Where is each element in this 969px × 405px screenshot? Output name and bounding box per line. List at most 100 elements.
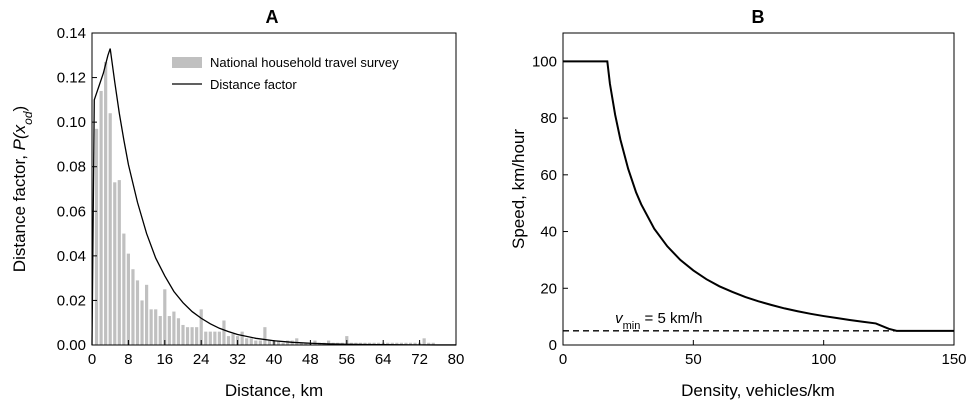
x-tick-label: 50 bbox=[685, 351, 702, 368]
survey-bar bbox=[167, 316, 171, 345]
survey-bar bbox=[249, 338, 253, 345]
survey-bar bbox=[377, 342, 381, 345]
y-tick-label: 0.14 bbox=[57, 25, 86, 42]
survey-bar bbox=[258, 340, 262, 345]
x-tick-label: 72 bbox=[411, 351, 428, 368]
x-tick-label: 8 bbox=[124, 351, 132, 368]
survey-bar bbox=[172, 311, 176, 345]
x-tick-label: 64 bbox=[375, 351, 392, 368]
y-tick-label: 0.00 bbox=[57, 337, 86, 354]
legend-swatch-survey bbox=[172, 57, 202, 68]
speed-density-line bbox=[563, 60, 954, 332]
survey-bar bbox=[213, 331, 217, 345]
survey-bar bbox=[154, 309, 158, 345]
panel-b-xlabel: Density, vehicles/km bbox=[681, 381, 835, 400]
survey-bar bbox=[276, 340, 281, 345]
survey-bar bbox=[390, 342, 394, 345]
x-tick-label: 56 bbox=[338, 351, 355, 368]
panel-a-legend: National household travel survey Distanc… bbox=[172, 55, 399, 92]
y-tick-label: 0.06 bbox=[57, 203, 86, 220]
y-tick-label: 20 bbox=[540, 280, 557, 297]
distance-factor-line bbox=[91, 48, 457, 346]
survey-bar bbox=[163, 289, 167, 345]
y-tick-label: 0.02 bbox=[57, 292, 86, 309]
survey-bar bbox=[286, 340, 290, 345]
panel-b-ylabel: Speed, km/hour bbox=[509, 129, 528, 249]
survey-bar bbox=[427, 342, 431, 345]
survey-bar bbox=[386, 342, 390, 345]
survey-bar bbox=[226, 336, 231, 345]
survey-bar bbox=[267, 340, 272, 345]
survey-bar bbox=[149, 309, 153, 345]
panel-a-xlabel: Distance, km bbox=[225, 381, 323, 400]
survey-bar bbox=[158, 316, 162, 345]
y-tick-label: 0.04 bbox=[57, 248, 86, 265]
x-tick-label: 150 bbox=[941, 351, 966, 368]
panel-a-ylabel: Distance factor, P(xod) bbox=[10, 106, 35, 272]
y-tick-label: 60 bbox=[540, 167, 557, 184]
survey-bar bbox=[104, 61, 108, 345]
survey-bar bbox=[263, 327, 267, 345]
vmin-annotation: vmin = 5 km/h bbox=[615, 310, 702, 332]
survey-bar bbox=[363, 342, 367, 345]
survey-bar bbox=[208, 331, 212, 345]
x-tick-label: 0 bbox=[88, 351, 96, 368]
survey-bar bbox=[117, 180, 121, 345]
survey-bar bbox=[327, 340, 331, 345]
survey-bar bbox=[131, 269, 135, 345]
legend-label-distance-factor: Distance factor bbox=[210, 77, 297, 92]
survey-bar bbox=[176, 318, 181, 345]
survey-bar bbox=[145, 284, 149, 345]
legend-label-survey: National household travel survey bbox=[210, 55, 399, 70]
survey-bar bbox=[281, 342, 285, 345]
survey-bar bbox=[108, 113, 112, 345]
panel-a-ticks: 0 8 16 24 32 40 48 56 64 72 80 0.00 0.02 0.04 0.06 0.08… bbox=[57, 25, 465, 368]
panel-a: A 0 8 16 24 32 40 48 56 64 72 80 0.00 0.02 0.04 0.06 0.… bbox=[10, 7, 464, 400]
survey-bar bbox=[404, 342, 408, 345]
survey-bar bbox=[245, 338, 249, 345]
panel-a-frame bbox=[91, 32, 457, 346]
survey-bar bbox=[240, 331, 244, 345]
survey-bar bbox=[295, 338, 299, 345]
x-tick-label: 0 bbox=[559, 351, 567, 368]
x-tick-label: 80 bbox=[448, 351, 465, 368]
y-tick-label: 100 bbox=[532, 53, 557, 70]
x-tick-label: 32 bbox=[229, 351, 246, 368]
panel-b-title: B bbox=[752, 7, 765, 27]
survey-bar bbox=[140, 300, 144, 345]
survey-bar bbox=[195, 327, 199, 345]
survey-bar bbox=[190, 327, 194, 345]
survey-bar bbox=[222, 320, 226, 345]
survey-bar bbox=[372, 342, 376, 345]
y-tick-label: 80 bbox=[540, 110, 557, 127]
survey-bar bbox=[217, 331, 221, 345]
survey-bar bbox=[126, 253, 130, 345]
survey-bar bbox=[113, 182, 117, 345]
x-tick-label: 40 bbox=[266, 351, 283, 368]
survey-bar bbox=[304, 342, 308, 345]
panel-b-frame bbox=[562, 32, 955, 346]
survey-bar bbox=[199, 309, 203, 345]
y-tick-label: 0 bbox=[549, 337, 557, 354]
survey-bar bbox=[99, 90, 103, 345]
y-tick-label: 0.10 bbox=[57, 114, 86, 131]
panel-a-bars bbox=[94, 61, 435, 345]
y-tick-label: 0.12 bbox=[57, 70, 86, 87]
x-tick-label: 24 bbox=[193, 351, 210, 368]
survey-bar bbox=[185, 327, 190, 345]
survey-bar bbox=[135, 280, 140, 345]
y-tick-label: 40 bbox=[540, 224, 557, 241]
panel-a-title: A bbox=[266, 7, 279, 27]
survey-bar bbox=[94, 128, 99, 345]
survey-bar bbox=[395, 342, 399, 345]
survey-bar bbox=[431, 342, 435, 345]
survey-bar bbox=[254, 340, 258, 345]
survey-bar bbox=[399, 342, 403, 345]
survey-bar bbox=[181, 324, 185, 345]
survey-bar bbox=[408, 342, 413, 345]
survey-bar bbox=[422, 338, 426, 345]
survey-bar bbox=[413, 342, 417, 345]
panel-b-ticks: 0 50 100 150 0 20 40 60 80 100 bbox=[532, 53, 967, 368]
x-tick-label: 16 bbox=[156, 351, 173, 368]
